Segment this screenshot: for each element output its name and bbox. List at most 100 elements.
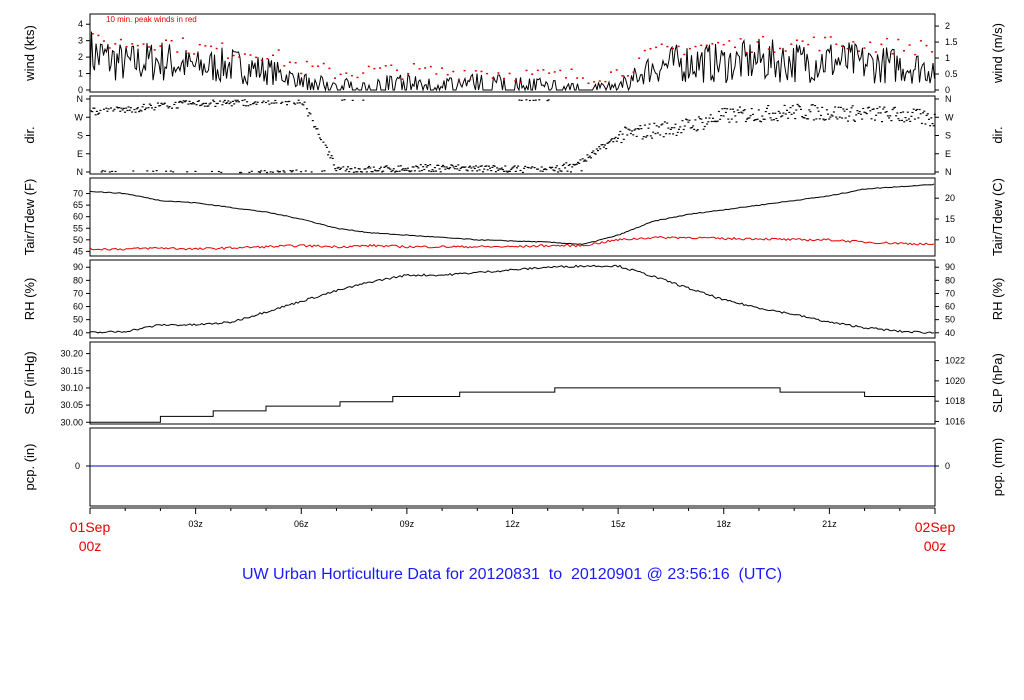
wind-direction-mark	[175, 107, 178, 109]
wind-direction-mark	[586, 154, 589, 156]
wind-direction-mark	[877, 112, 880, 114]
wind-direction-mark	[776, 120, 779, 122]
wind-direction-mark	[751, 113, 754, 115]
wind-direction-mark	[415, 165, 418, 167]
wind-direction-mark	[494, 171, 497, 173]
wind-direction-mark	[580, 170, 583, 172]
wind-direction-mark	[491, 166, 494, 168]
wind-direction-mark	[180, 101, 183, 103]
wind-direction-mark	[97, 113, 99, 115]
ytick-label-left-wind: 0	[78, 85, 83, 95]
wind-direction-mark	[105, 107, 108, 109]
wind-direction-mark	[196, 100, 199, 102]
wind-direction-mark	[201, 103, 204, 105]
wind-direction-mark	[770, 119, 773, 121]
wind-direction-mark	[712, 117, 714, 119]
peak-wind-mark	[745, 51, 748, 54]
wind-direction-mark	[904, 117, 907, 119]
wind-direction-mark	[282, 170, 285, 172]
peak-wind-mark	[446, 74, 449, 76]
wind-direction-mark	[307, 115, 310, 117]
wind-direction-mark	[358, 168, 361, 170]
wind-direction-mark	[134, 111, 137, 113]
wind-direction-mark	[120, 107, 123, 109]
wind-direction-mark	[591, 151, 594, 154]
wind-direction-mark	[533, 167, 536, 169]
wind-direction-mark	[330, 155, 333, 157]
ytick-label-right-rh: 60	[945, 302, 955, 312]
peak-wind-mark	[835, 43, 838, 45]
figure-title: UW Urban Horticulture Data for 20120831 …	[241, 566, 783, 583]
peak-wind-mark	[260, 59, 263, 62]
wind-direction-mark	[627, 128, 630, 130]
wind-direction-mark	[445, 166, 448, 168]
wind-direction-mark	[615, 140, 618, 142]
wind-direction-mark	[884, 111, 887, 113]
wind-direction-mark	[511, 167, 514, 169]
peak-wind-mark	[486, 72, 489, 75]
wind-direction-mark	[135, 108, 138, 110]
wind-direction-mark	[490, 170, 493, 172]
wind-direction-mark	[924, 123, 927, 125]
wind-direction-mark	[564, 167, 567, 169]
wind-direction-mark	[807, 118, 810, 120]
wind-direction-mark	[543, 168, 545, 170]
wind-direction-mark	[98, 112, 101, 114]
wind-direction-mark	[519, 169, 522, 172]
wind-direction-mark	[507, 170, 510, 172]
peak-wind-mark	[649, 48, 652, 50]
peak-wind-mark	[672, 47, 674, 50]
wind-direction-mark	[646, 135, 649, 137]
wind-direction-mark	[217, 170, 220, 173]
wind-direction-mark	[145, 107, 148, 109]
peak-wind-mark	[795, 39, 798, 41]
wind-direction-mark	[863, 111, 866, 113]
wind-direction-mark	[774, 112, 777, 114]
wind-direction-mark	[814, 105, 817, 107]
peak-wind-mark	[655, 46, 658, 49]
ytick-label-right-dir: E	[945, 149, 951, 159]
wind-direction-mark	[925, 114, 928, 116]
wind-direction-mark	[690, 127, 693, 129]
ylabel-left-slp: SLP (inHg)	[22, 351, 37, 414]
peak-wind-mark	[508, 72, 511, 75]
wind-direction-mark	[442, 164, 445, 166]
ytick-label-left-slp: 30.20	[60, 349, 83, 359]
wind-direction-mark	[498, 168, 501, 170]
wind-direction-mark	[764, 111, 767, 113]
peak-wind-mark	[863, 47, 866, 49]
panel-frame-wind	[89, 13, 936, 93]
peak-wind-mark	[474, 70, 477, 72]
wind-direction-mark	[528, 99, 531, 102]
wind-direction-mark	[419, 164, 422, 166]
wind-direction-mark	[188, 100, 191, 102]
ylabel-left-wind: wind (kts)	[22, 25, 37, 82]
wind-direction-mark	[838, 116, 841, 118]
wind-direction-mark	[379, 166, 382, 168]
wind-direction-mark	[775, 117, 778, 120]
peak-winds-annotation: 10 min. peak winds in red	[106, 15, 197, 24]
wind-direction-mark	[869, 110, 872, 112]
peak-wind-mark	[908, 44, 911, 46]
peak-wind-mark	[688, 47, 691, 50]
wind-direction-mark	[464, 166, 467, 168]
peak-wind-mark	[334, 77, 336, 79]
time-tick-label: 09z	[400, 519, 415, 529]
wind-direction-mark	[882, 108, 885, 110]
wind-direction-mark	[337, 166, 340, 168]
wind-direction-mark	[128, 109, 131, 111]
wind-direction-mark	[668, 133, 671, 135]
wind-direction-mark	[234, 99, 237, 101]
wind-direction-mark	[730, 118, 733, 120]
wind-direction-mark	[820, 114, 822, 116]
wind-direction-mark	[126, 109, 129, 112]
peak-wind-mark	[379, 67, 382, 69]
wind-direction-mark	[551, 166, 554, 168]
peak-wind-mark	[125, 45, 128, 48]
ytick-label-right-dir: S	[945, 131, 951, 141]
wind-direction-mark	[906, 111, 909, 113]
wind-direction-mark	[349, 168, 352, 170]
wind-direction-mark	[563, 163, 565, 165]
wind-direction-mark	[154, 106, 157, 108]
wind-direction-mark	[724, 111, 727, 113]
